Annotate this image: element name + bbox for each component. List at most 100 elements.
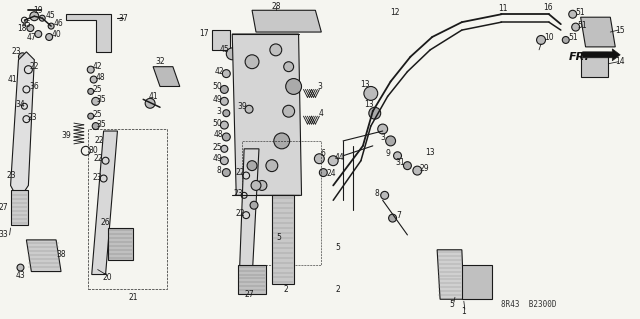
Text: 22: 22 <box>236 168 245 177</box>
Text: 23: 23 <box>234 189 243 198</box>
Text: 44: 44 <box>334 153 344 162</box>
Text: FR.: FR. <box>569 52 589 62</box>
Text: 32: 32 <box>155 57 165 66</box>
Polygon shape <box>239 149 259 279</box>
Text: 8: 8 <box>374 189 379 198</box>
Circle shape <box>572 23 580 31</box>
Polygon shape <box>66 14 111 52</box>
Polygon shape <box>153 67 180 86</box>
Text: 30: 30 <box>89 146 99 155</box>
Text: 22: 22 <box>95 137 104 145</box>
Text: 13: 13 <box>426 148 435 157</box>
Text: 5: 5 <box>336 243 340 252</box>
Polygon shape <box>11 190 28 225</box>
Circle shape <box>220 97 228 105</box>
Circle shape <box>35 31 42 38</box>
Circle shape <box>88 113 93 119</box>
Circle shape <box>220 157 228 165</box>
Text: 18: 18 <box>17 24 26 33</box>
Text: 23: 23 <box>12 47 21 56</box>
Text: 11: 11 <box>499 4 508 13</box>
Text: 21: 21 <box>129 293 138 302</box>
Text: 20: 20 <box>103 273 113 282</box>
Text: 22: 22 <box>29 62 39 71</box>
Circle shape <box>220 85 228 93</box>
Text: 15: 15 <box>616 26 625 34</box>
Circle shape <box>283 105 294 117</box>
Circle shape <box>274 133 290 149</box>
Text: 43: 43 <box>15 271 26 280</box>
Text: 41: 41 <box>148 92 158 101</box>
Circle shape <box>45 33 52 41</box>
Circle shape <box>245 55 259 69</box>
Circle shape <box>266 160 278 172</box>
Circle shape <box>369 107 381 119</box>
Circle shape <box>48 23 54 29</box>
Text: 45: 45 <box>45 11 55 20</box>
Polygon shape <box>582 49 620 61</box>
Circle shape <box>236 59 245 69</box>
Circle shape <box>145 98 155 108</box>
Polygon shape <box>26 240 61 271</box>
Circle shape <box>285 78 301 94</box>
Text: 25: 25 <box>93 110 102 119</box>
Circle shape <box>394 152 401 160</box>
Circle shape <box>563 36 569 43</box>
Text: 22: 22 <box>94 154 104 163</box>
Circle shape <box>39 15 45 21</box>
Bar <box>212 30 230 50</box>
Circle shape <box>403 162 412 170</box>
Text: 24: 24 <box>326 169 336 178</box>
Bar <box>88 129 167 289</box>
Text: 19: 19 <box>33 6 43 15</box>
Circle shape <box>388 214 397 222</box>
Text: 33: 33 <box>0 230 8 240</box>
Text: 47: 47 <box>26 33 36 42</box>
Text: 40: 40 <box>51 30 61 39</box>
Polygon shape <box>580 17 615 47</box>
Text: 45: 45 <box>22 20 31 29</box>
Circle shape <box>328 156 338 166</box>
Text: 49: 49 <box>212 154 222 163</box>
Text: 3: 3 <box>216 107 221 116</box>
Text: 10: 10 <box>544 33 554 42</box>
Circle shape <box>381 191 388 199</box>
Polygon shape <box>92 131 118 275</box>
Polygon shape <box>11 52 35 200</box>
Text: 50: 50 <box>212 82 222 91</box>
Circle shape <box>27 25 34 32</box>
Circle shape <box>247 161 257 171</box>
Circle shape <box>223 110 230 117</box>
Polygon shape <box>232 34 301 195</box>
Text: 35: 35 <box>97 95 106 104</box>
Circle shape <box>536 35 545 44</box>
Text: 12: 12 <box>390 8 399 17</box>
Text: 36: 36 <box>29 82 39 91</box>
Circle shape <box>569 10 577 18</box>
Text: 23: 23 <box>7 171 17 180</box>
Text: 17: 17 <box>199 28 209 38</box>
Circle shape <box>87 66 94 73</box>
Circle shape <box>221 145 228 152</box>
Text: 2: 2 <box>284 285 288 294</box>
Text: 23: 23 <box>28 113 37 122</box>
Text: 38: 38 <box>56 250 66 259</box>
Text: 51: 51 <box>578 21 588 30</box>
Text: 9: 9 <box>385 149 390 158</box>
Circle shape <box>30 12 39 21</box>
Text: 2: 2 <box>336 285 340 294</box>
Circle shape <box>90 76 97 83</box>
Text: 7: 7 <box>396 211 401 220</box>
Polygon shape <box>238 265 266 294</box>
Text: 48: 48 <box>96 73 106 82</box>
Circle shape <box>220 121 228 129</box>
Text: 14: 14 <box>616 57 625 66</box>
Circle shape <box>17 264 24 271</box>
Circle shape <box>250 201 258 209</box>
Text: 49: 49 <box>212 95 222 104</box>
Circle shape <box>319 169 327 176</box>
Circle shape <box>92 122 99 130</box>
Circle shape <box>222 70 230 78</box>
Text: 5: 5 <box>449 300 454 309</box>
Text: 34: 34 <box>15 100 26 109</box>
